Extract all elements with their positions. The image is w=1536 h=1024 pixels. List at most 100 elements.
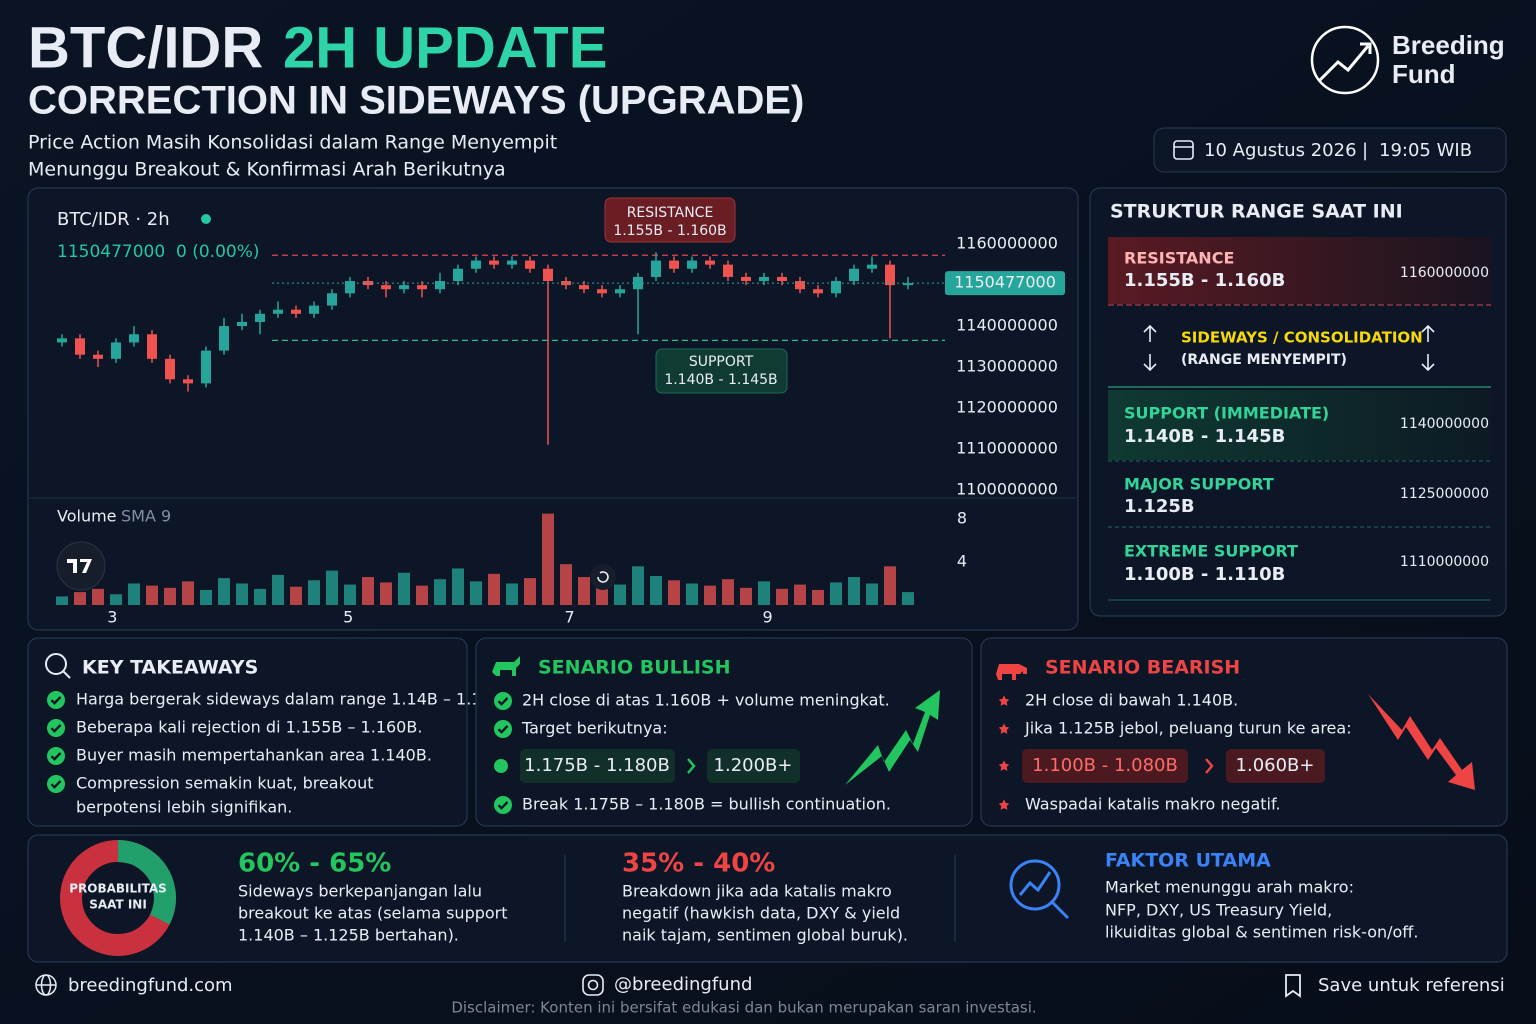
donut-label: SAAT INI — [89, 898, 147, 912]
candle-body — [507, 260, 517, 265]
target: 1.060B+ — [1236, 755, 1315, 776]
volume-bar — [524, 578, 536, 605]
candle-body — [669, 260, 679, 269]
header-line: Menunggu Breakout & Konfirmasi Arah Beri… — [28, 159, 506, 181]
target: 1.175B - 1.180B — [524, 755, 670, 776]
chevron — [687, 758, 696, 774]
candle-body — [435, 281, 445, 290]
annotation-label: RESISTANCE — [627, 205, 714, 221]
volume-bar — [560, 564, 572, 605]
resistance-zone — [1108, 237, 1491, 304]
zone-range: 1.125B — [1124, 496, 1195, 517]
zone-range: 1.155B - 1.160B — [1124, 270, 1285, 291]
takeaway: berpotensi lebih signifikan. — [76, 798, 292, 817]
annotation-range: 1.140B - 1.145B — [664, 372, 777, 388]
candle-body — [615, 289, 625, 294]
volume-bar — [758, 581, 770, 605]
volume-bar — [56, 596, 68, 605]
volume-bar — [848, 577, 860, 605]
brand-name: Fund — [1392, 59, 1456, 89]
instagram-icon — [582, 974, 604, 996]
candle-body — [651, 260, 661, 277]
candle-body — [237, 321, 247, 327]
candle-body — [327, 293, 337, 306]
check-icon — [46, 746, 66, 766]
takeaways-panel — [27, 637, 468, 827]
candle-body — [201, 350, 211, 384]
x-tick-label: 7 — [565, 608, 575, 627]
bookmark-icon — [1285, 974, 1301, 998]
candle-body — [471, 260, 481, 269]
candle-body — [111, 342, 121, 359]
last-price-box — [945, 271, 1065, 296]
volume-bar — [704, 585, 716, 605]
zone-price: 1125000000 — [1400, 486, 1489, 502]
candle-body — [867, 264, 877, 269]
volume-bar — [326, 570, 338, 605]
takeaway: Harga bergerak sideways dalam range 1.14… — [76, 690, 508, 709]
volume-bar — [488, 573, 500, 605]
volume-tick-label: 4 — [957, 552, 967, 571]
candle-body — [381, 285, 391, 290]
volume-bar — [830, 582, 842, 605]
volume-label: Volume — [57, 507, 117, 526]
volume-bar — [776, 588, 788, 605]
factor-text: Market menunggu arah makro: — [1105, 878, 1354, 897]
check-icon — [46, 774, 66, 794]
scenario-item: Break 1.175B – 1.180B = bullish continua… — [522, 795, 891, 814]
probability-text: Sideways berkepanjangan lalu — [238, 882, 482, 901]
separator: | — [1362, 140, 1368, 161]
scenario-item: Jika 1.125B jebol, peluang turun ke area… — [1024, 719, 1352, 738]
volume-bar — [794, 584, 806, 605]
check-icon — [493, 795, 513, 815]
probability-donut — [60, 840, 176, 956]
y-tick-label: 1160000000 — [956, 234, 1058, 253]
check-icon — [46, 690, 66, 710]
volume-bar — [902, 592, 914, 605]
volume-bar — [398, 572, 410, 605]
range-state: SIDEWAYS / CONSOLIDATION — [1181, 329, 1423, 347]
donut-label: PROBABILITAS — [69, 882, 167, 896]
zone-label: SUPPORT (IMMEDIATE) — [1124, 404, 1329, 423]
range-note: (RANGE MENYEMPIT) — [1181, 352, 1347, 368]
instagram[interactable]: @breedingfund — [614, 974, 752, 995]
volume-bar — [200, 589, 212, 605]
factor-icon — [1009, 859, 1070, 920]
resistance-annotation: RESISTANCE 1.155B - 1.160B — [604, 197, 736, 243]
candle-body — [219, 326, 229, 351]
probability-panel — [27, 834, 1508, 963]
volume-bar — [470, 581, 482, 605]
bullish-title: SENARIO BULLISH — [538, 657, 731, 679]
website[interactable]: breedingfund.com — [68, 975, 233, 996]
target-box — [520, 749, 675, 783]
reset-button[interactable] — [590, 564, 616, 590]
probability-text: 1.140B – 1.125B bertahan). — [238, 926, 459, 945]
zone-range: 1.100B - 1.110B — [1124, 564, 1285, 585]
check-icon — [493, 719, 513, 739]
bearish-title: SENARIO BEARISH — [1045, 657, 1240, 679]
bull-icon — [492, 656, 520, 676]
volume-bar — [506, 583, 518, 605]
title-accent: 2H UPDATE — [283, 15, 607, 80]
chevron — [1205, 758, 1214, 774]
volume-bar — [740, 587, 752, 605]
candle-body — [687, 260, 697, 269]
volume-bar — [416, 585, 428, 605]
bull-probability: 60% - 65% — [238, 849, 391, 879]
globe-icon — [35, 974, 57, 996]
annotation-range: 1.155B - 1.160B — [613, 223, 726, 239]
candle-body — [165, 358, 175, 380]
volume-bar — [308, 580, 320, 605]
search-icon — [45, 653, 71, 679]
y-tick-label: 1110000000 — [956, 438, 1058, 457]
takeaway: Buyer masih mempertahankan area 1.140B. — [76, 746, 432, 765]
candle-body — [705, 260, 715, 265]
subtitle: CORRECTION IN SIDEWAYS (UPGRADE) — [28, 79, 804, 123]
volume-bar — [236, 583, 248, 605]
brand-name: Breeding — [1392, 30, 1505, 60]
volume-bar — [614, 584, 626, 605]
takeaway: Compression semakin kuat, breakout — [76, 774, 374, 793]
x-tick-label: 9 — [763, 608, 773, 627]
takeaway: Beberapa kali rejection di 1.155B – 1.16… — [76, 718, 422, 737]
